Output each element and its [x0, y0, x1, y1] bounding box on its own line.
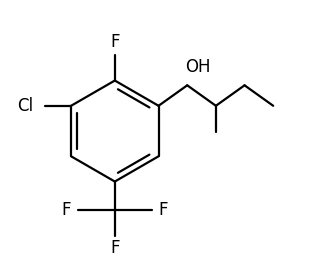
Text: F: F — [110, 33, 120, 51]
Text: Cl: Cl — [17, 97, 34, 115]
Text: F: F — [62, 201, 71, 219]
Text: F: F — [158, 201, 168, 219]
Text: F: F — [110, 239, 120, 257]
Text: OH: OH — [185, 58, 211, 76]
